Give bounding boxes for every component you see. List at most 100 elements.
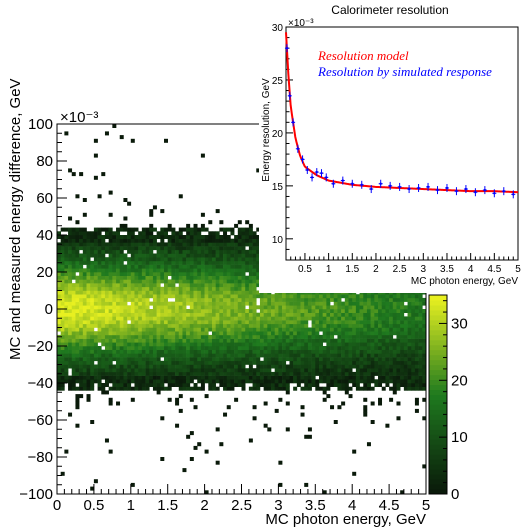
heatmap-cell [215, 301, 220, 306]
heatmap-cell [326, 386, 331, 391]
heatmap-cell [219, 238, 224, 243]
heatmap-cell [152, 246, 157, 251]
heatmap-cell [263, 297, 268, 302]
heatmap-cell [138, 383, 143, 387]
heatmap-cell [186, 316, 191, 321]
heatmap-cell [234, 297, 239, 302]
heatmap-cell [204, 301, 209, 306]
heatmap-cell [289, 294, 294, 299]
heatmap-cell [108, 235, 113, 239]
heatmap-cell [226, 227, 231, 232]
heatmap-cell [418, 357, 423, 362]
heatmap-cell [149, 316, 154, 321]
heatmap-cell [348, 316, 353, 321]
heatmap-cell [104, 131, 109, 136]
heatmap-cell [134, 264, 139, 269]
heatmap-cell [182, 368, 187, 373]
heatmap-cell [355, 297, 360, 302]
heatmap-cell [152, 349, 157, 354]
heatmap-cell [145, 357, 150, 362]
heatmap-cell [256, 334, 261, 339]
heatmap-cell [344, 327, 349, 332]
heatmap-cell [197, 297, 202, 302]
heatmap-cell [197, 349, 202, 354]
heatmap-cell [355, 349, 360, 354]
heatmap-cell [156, 260, 161, 265]
heatmap-cell [57, 375, 61, 380]
heatmap-cell [285, 342, 290, 347]
heatmap-cell [219, 220, 224, 225]
heatmap-cell [366, 379, 371, 384]
heatmap-cell [112, 272, 117, 276]
heatmap-cell [341, 312, 346, 317]
heatmap-cell [90, 327, 95, 332]
heatmap-cell [149, 257, 154, 262]
heatmap-cell [186, 342, 191, 347]
heatmap-cell [116, 246, 121, 251]
heatmap-cell [293, 360, 298, 365]
heatmap-cell [344, 386, 349, 391]
heatmap-cell [104, 279, 109, 284]
heatmap-cell [116, 227, 121, 232]
heatmap-cell [311, 360, 316, 365]
heatmap-cell [289, 368, 294, 373]
heatmap-cell [226, 268, 231, 273]
heatmap-cell [370, 323, 375, 328]
heatmap-cell [278, 371, 283, 376]
heatmap-cell [326, 379, 331, 384]
main-y-tick-label: 60 [36, 190, 53, 207]
heatmap-cell [71, 268, 76, 273]
heatmap-cell [149, 331, 154, 336]
heatmap-cell [352, 338, 357, 343]
heatmap-cell [116, 312, 121, 317]
heatmap-cell [60, 312, 65, 317]
heatmap-cell [226, 346, 231, 350]
heatmap-cell [119, 309, 124, 313]
heatmap-cell [344, 346, 349, 350]
heatmap-cell [215, 368, 220, 373]
heatmap-cell [363, 412, 368, 417]
heatmap-cell [167, 346, 172, 350]
heatmap-cell [389, 342, 394, 347]
heatmap-cell [178, 386, 183, 391]
heatmap-cell [204, 305, 209, 310]
heatmap-cell [392, 301, 397, 306]
heatmap-cell [333, 331, 338, 336]
heatmap-cell [370, 360, 375, 365]
heatmap-cell [403, 309, 408, 313]
heatmap-cell [152, 357, 157, 362]
heatmap-cell [359, 353, 364, 358]
heatmap-cell [171, 371, 176, 376]
heatmap-cell [200, 253, 205, 258]
heatmap-cell [175, 316, 180, 321]
heatmap-cell [186, 268, 191, 273]
heatmap-cell [211, 309, 216, 313]
heatmap-cell [252, 294, 257, 299]
heatmap-cell [134, 316, 139, 321]
heatmap-cell [164, 342, 168, 347]
heatmap-cell [138, 260, 143, 265]
series-simulated-response-point [501, 187, 506, 196]
heatmap-cell [366, 301, 371, 306]
heatmap-cell [215, 264, 220, 269]
heatmap-cell [167, 227, 172, 232]
heatmap-cell [385, 312, 390, 317]
heatmap-cell [200, 223, 205, 228]
heatmap-cell [344, 320, 349, 325]
heatmap-cell [285, 349, 290, 354]
heatmap-cell [211, 342, 216, 347]
heatmap-cell [208, 349, 213, 354]
heatmap-cell [104, 364, 109, 369]
heatmap-cell [204, 357, 209, 362]
heatmap-cell [178, 268, 183, 273]
heatmap-cell [60, 235, 65, 239]
heatmap-cell [241, 264, 246, 269]
heatmap-cell [189, 327, 194, 332]
inset-x-tick-label: 5 [515, 264, 521, 275]
heatmap-cell [407, 346, 412, 350]
heatmap-cell [234, 249, 239, 254]
data-point [379, 182, 382, 185]
heatmap-cell [86, 231, 91, 236]
heatmap-cell [330, 312, 335, 317]
heatmap-cell [407, 364, 412, 369]
